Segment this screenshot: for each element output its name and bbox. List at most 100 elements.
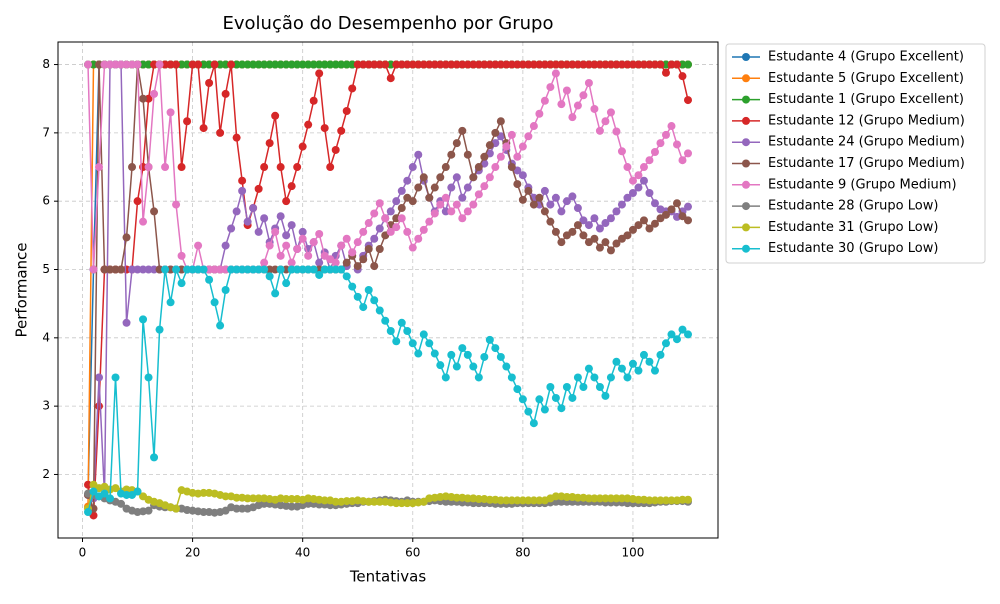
data-point	[188, 265, 197, 274]
data-point	[518, 195, 527, 204]
data-point	[309, 238, 318, 247]
x-tick-label: 0	[79, 546, 87, 560]
data-point	[133, 487, 142, 496]
data-point	[684, 96, 692, 105]
data-point	[254, 184, 263, 193]
legend-marker	[742, 244, 750, 253]
data-point	[194, 265, 203, 274]
data-point	[359, 255, 368, 264]
data-point	[150, 265, 159, 274]
data-point	[612, 207, 621, 216]
data-point	[441, 497, 450, 506]
data-point	[573, 221, 582, 230]
data-point	[249, 494, 258, 503]
data-point	[287, 502, 296, 511]
data-point	[557, 207, 566, 216]
data-point	[408, 163, 417, 172]
data-point	[480, 60, 489, 69]
data-point	[397, 318, 406, 327]
data-point	[601, 117, 610, 126]
data-point	[95, 373, 104, 382]
data-point	[414, 234, 423, 243]
data-point	[298, 265, 307, 274]
data-point	[623, 60, 632, 69]
axes-frame	[57, 41, 719, 539]
data-point	[111, 60, 120, 69]
data-point	[425, 193, 434, 202]
data-point	[155, 60, 164, 69]
data-point	[430, 60, 439, 69]
data-point	[293, 163, 302, 172]
data-point	[320, 496, 329, 505]
data-point	[177, 163, 186, 172]
data-point	[414, 349, 423, 358]
data-point	[210, 298, 219, 307]
data-point	[188, 60, 197, 69]
x-tick-label: 80	[515, 546, 530, 560]
data-point	[287, 60, 296, 69]
data-point	[684, 495, 692, 504]
data-point	[617, 60, 626, 69]
data-point	[507, 373, 516, 382]
data-point	[95, 60, 104, 69]
data-point	[337, 265, 346, 274]
data-point	[661, 130, 670, 139]
y-tick-label: 2	[42, 467, 50, 481]
x-axis-label: Tentativas	[349, 568, 427, 586]
data-point	[287, 495, 296, 504]
data-point	[408, 339, 417, 348]
legend-marker	[742, 116, 750, 125]
data-point	[595, 383, 604, 392]
data-point	[304, 265, 313, 274]
data-point	[678, 60, 687, 69]
data-point	[672, 140, 681, 149]
legend-label: Estudante 12 (Grupo Medium)	[768, 113, 965, 128]
data-point	[111, 265, 120, 274]
data-point	[551, 69, 560, 78]
data-point	[287, 221, 296, 230]
data-point	[496, 117, 505, 126]
data-point	[518, 171, 527, 180]
data-point	[271, 60, 280, 69]
data-point	[628, 225, 637, 234]
data-point	[491, 128, 500, 137]
data-point	[304, 499, 313, 508]
data-point	[282, 241, 291, 250]
data-point	[496, 60, 505, 69]
data-point	[568, 113, 577, 122]
data-point	[353, 60, 362, 69]
data-point	[436, 173, 445, 182]
data-point	[183, 265, 192, 274]
data-point	[216, 128, 225, 137]
data-point	[458, 214, 467, 223]
data-point	[232, 504, 241, 513]
data-point	[282, 279, 291, 288]
data-point	[650, 496, 659, 505]
data-point	[221, 492, 230, 501]
data-point	[441, 207, 450, 216]
data-point	[238, 265, 247, 274]
y-tick-label: 5	[42, 262, 50, 276]
data-point	[518, 496, 527, 505]
data-point	[634, 221, 643, 230]
legend-marker	[742, 180, 750, 189]
data-point	[491, 163, 500, 172]
data-point	[326, 60, 335, 69]
data-point	[639, 216, 648, 225]
data-point	[684, 330, 692, 339]
data-point	[452, 200, 461, 209]
data-point	[260, 163, 269, 172]
data-point	[254, 227, 263, 236]
data-point	[463, 207, 472, 216]
data-point	[480, 352, 489, 361]
data-point	[282, 197, 291, 206]
data-point	[397, 186, 406, 195]
data-point	[540, 186, 549, 195]
data-point	[672, 60, 681, 69]
data-point	[155, 265, 164, 274]
data-point	[122, 265, 131, 274]
data-point	[496, 152, 505, 161]
data-point	[139, 217, 148, 226]
data-point	[139, 94, 148, 103]
data-point	[370, 60, 379, 69]
